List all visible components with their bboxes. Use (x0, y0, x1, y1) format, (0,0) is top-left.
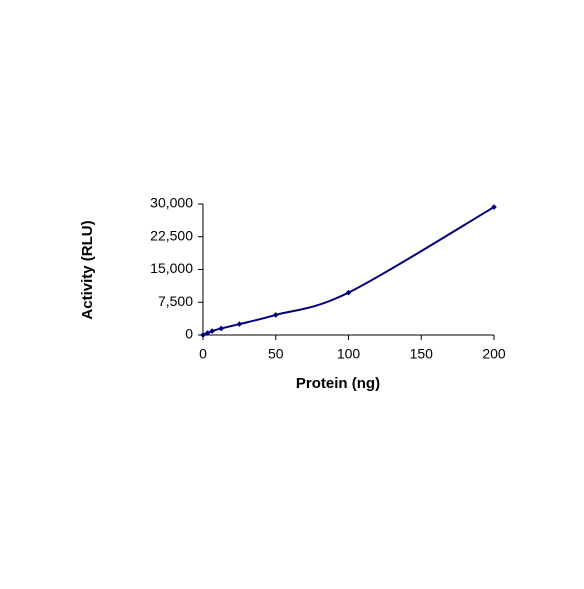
point (200, 332, 206, 338)
y-tick-label: 7,500 (158, 293, 193, 309)
series-line (202, 206, 495, 336)
x-tick-label: 200 (482, 346, 506, 362)
point (236, 321, 243, 327)
point (272, 312, 279, 318)
point (491, 204, 497, 210)
x-tick-label: 100 (337, 346, 361, 362)
point (209, 328, 215, 334)
point (204, 330, 211, 336)
y-tick-label: 30,000 (150, 195, 193, 211)
y-tick-label: 0 (185, 326, 193, 342)
y-tick-label: 22,500 (150, 227, 193, 243)
x-tick-label: 0 (199, 346, 207, 362)
x-axis-title: Protein (ng) (296, 375, 380, 392)
point (345, 289, 352, 296)
x-tick-label: 50 (268, 346, 284, 362)
point (218, 325, 225, 332)
y-axis-title: Activity (RLU) (79, 220, 96, 319)
y-tick-label: 15,000 (150, 260, 193, 276)
x-tick-label: 150 (410, 346, 434, 362)
